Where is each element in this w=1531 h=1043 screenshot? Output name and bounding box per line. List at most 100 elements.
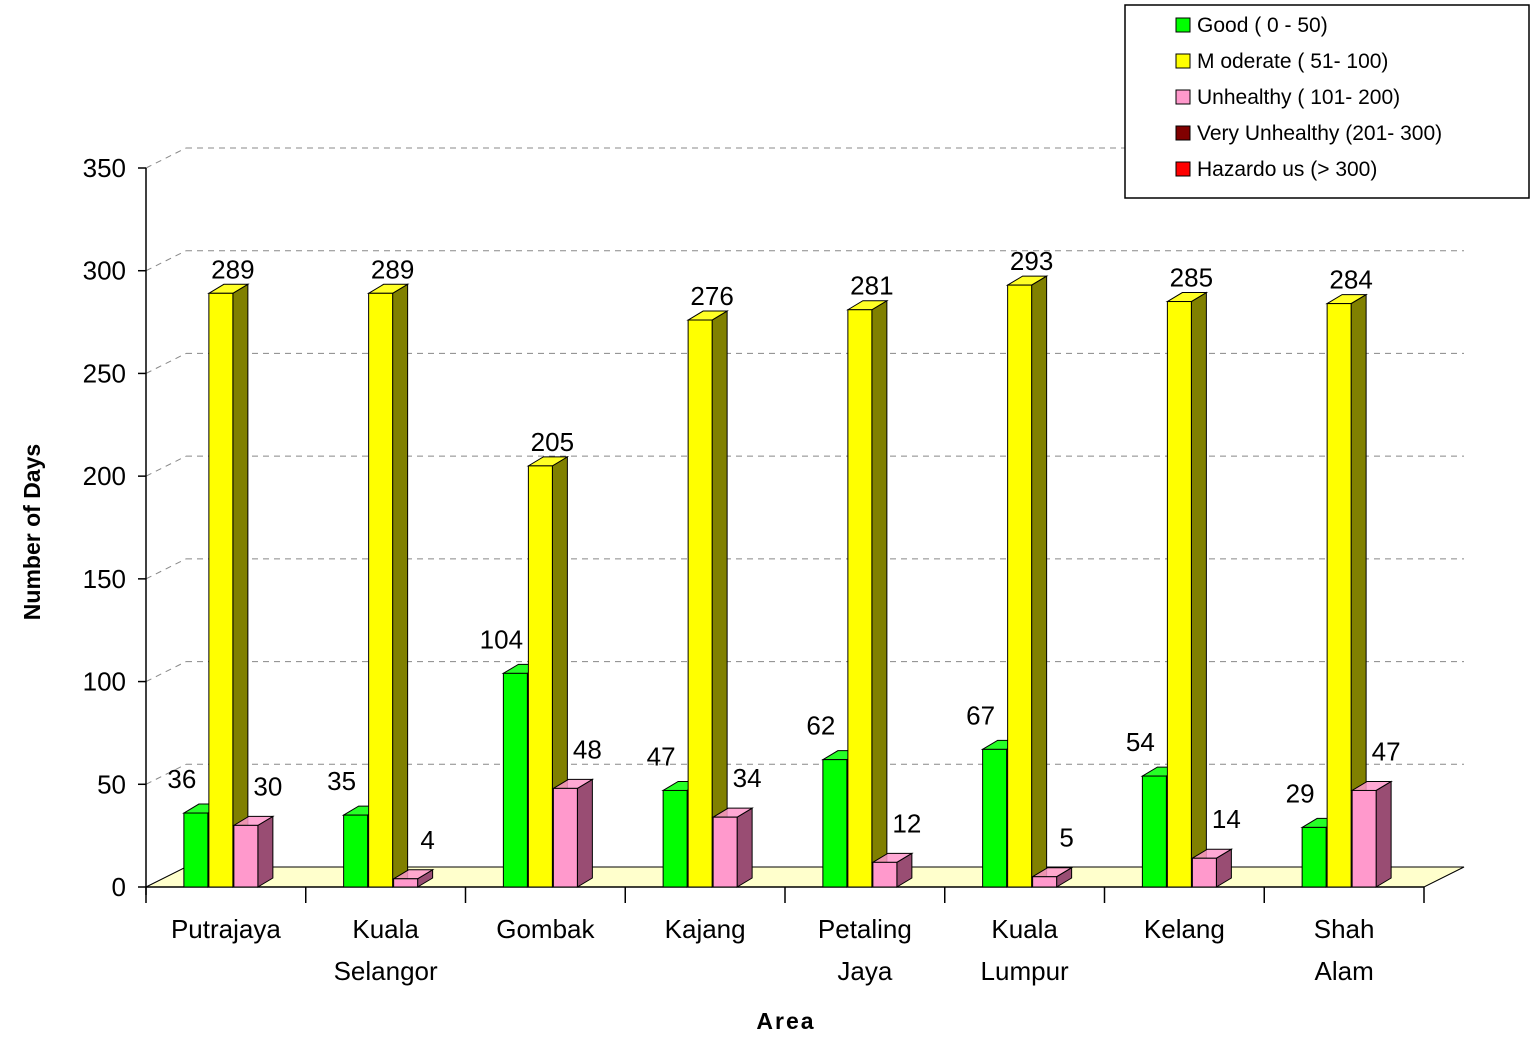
y-tick-label: 200 — [83, 461, 126, 491]
bar-front — [502, 672, 528, 888]
data-label: 14 — [1212, 804, 1241, 834]
category-label: Jaya — [837, 956, 892, 986]
data-label: 281 — [850, 271, 893, 301]
data-label: 289 — [211, 254, 254, 284]
bar-front — [1326, 303, 1352, 888]
bar-side — [392, 283, 409, 888]
data-label: 35 — [327, 766, 356, 796]
category-label: Kajang — [665, 914, 746, 944]
data-label: 47 — [647, 741, 676, 771]
legend-label: Good ( 0 - 50) — [1197, 14, 1328, 37]
bar-front — [662, 789, 688, 888]
category-label: Kuala — [352, 914, 419, 944]
bar-front — [1166, 301, 1192, 888]
y-tick-label: 250 — [83, 358, 126, 388]
data-label: 67 — [966, 700, 995, 730]
category-label: Gombak — [496, 914, 595, 944]
gridline-depth — [145, 147, 187, 169]
category-label: Putrajaya — [171, 914, 281, 944]
bar — [871, 852, 914, 888]
bar-front — [393, 878, 419, 888]
bar — [207, 283, 250, 888]
data-label: 12 — [892, 808, 921, 838]
bar-side — [1375, 780, 1392, 888]
data-label: 293 — [1010, 246, 1053, 276]
legend-label: M oderate ( 51- 100) — [1197, 50, 1388, 73]
bar-side — [232, 283, 249, 888]
bar-side — [1190, 291, 1207, 888]
bar-front — [1191, 857, 1217, 888]
bar-front — [552, 787, 578, 888]
data-label: 47 — [1372, 736, 1401, 766]
data-label: 289 — [371, 254, 414, 284]
bar-front — [208, 292, 234, 888]
bar-side — [711, 310, 728, 888]
bar — [1190, 848, 1234, 888]
bar-front — [1301, 826, 1327, 888]
y-tick-label: 0 — [112, 872, 126, 902]
data-label: 30 — [253, 771, 282, 801]
y-tick-label: 100 — [83, 667, 126, 697]
bar — [686, 310, 729, 888]
bar-front — [982, 748, 1008, 888]
bar-front — [233, 824, 259, 888]
legend-swatch — [1175, 17, 1191, 33]
y-tick-label: 50 — [97, 769, 126, 799]
data-label: 4 — [420, 825, 434, 855]
bar — [366, 283, 410, 888]
bar-front — [1032, 876, 1058, 888]
category-label: Alam — [1315, 956, 1374, 986]
legend-label: Very Unhealthy (201- 300) — [1197, 122, 1442, 145]
data-label: 205 — [531, 427, 574, 457]
bar-front — [687, 319, 713, 888]
bar — [1005, 275, 1049, 888]
category-label: Selangor — [334, 956, 438, 986]
category-label: Petaling — [818, 914, 912, 944]
legend-box — [1124, 4, 1530, 199]
bar-front — [822, 759, 848, 888]
y-tick-label: 150 — [83, 564, 126, 594]
gridline-depth — [145, 661, 187, 683]
bar-side — [576, 778, 593, 888]
bar — [1350, 780, 1393, 888]
bar — [711, 807, 754, 888]
bar — [846, 299, 889, 888]
gridline-depth — [145, 763, 187, 785]
data-label: 284 — [1329, 265, 1372, 295]
bar-side — [736, 807, 753, 888]
bar — [551, 778, 595, 888]
data-label: 29 — [1286, 778, 1315, 808]
y-tick-label: 350 — [83, 153, 126, 183]
bar-front — [1007, 284, 1033, 888]
bar — [232, 815, 275, 888]
gridline-depth — [145, 455, 187, 477]
category-label: Shah — [1314, 914, 1375, 944]
bar — [1165, 291, 1209, 888]
bar-side — [257, 815, 274, 888]
bar — [1030, 866, 1074, 888]
bar — [1325, 293, 1368, 888]
bar-side — [1031, 275, 1048, 888]
gridline-depth — [145, 352, 187, 374]
bar-front — [183, 812, 209, 888]
legend-swatch — [1175, 125, 1191, 141]
data-label: 54 — [1126, 727, 1155, 757]
bar-front — [872, 861, 898, 888]
x-axis-title: Area — [756, 1008, 815, 1034]
category-label: Kuala — [991, 914, 1058, 944]
legend: Good ( 0 - 50) M oderate ( 51- 100) Unheal… — [1124, 4, 1530, 199]
data-label: 48 — [573, 734, 602, 764]
bar-front — [1141, 775, 1167, 888]
legend-label: Hazardo us (> 300) — [1197, 158, 1377, 181]
bar-front — [1351, 789, 1377, 888]
category-label: Kelang — [1144, 914, 1225, 944]
data-label: 62 — [806, 711, 835, 741]
bar-front — [847, 309, 873, 888]
legend-swatch — [1175, 161, 1191, 177]
bar — [391, 868, 435, 888]
legend-label: Unhealthy ( 101- 200) — [1197, 86, 1400, 109]
data-label: 34 — [733, 763, 762, 793]
